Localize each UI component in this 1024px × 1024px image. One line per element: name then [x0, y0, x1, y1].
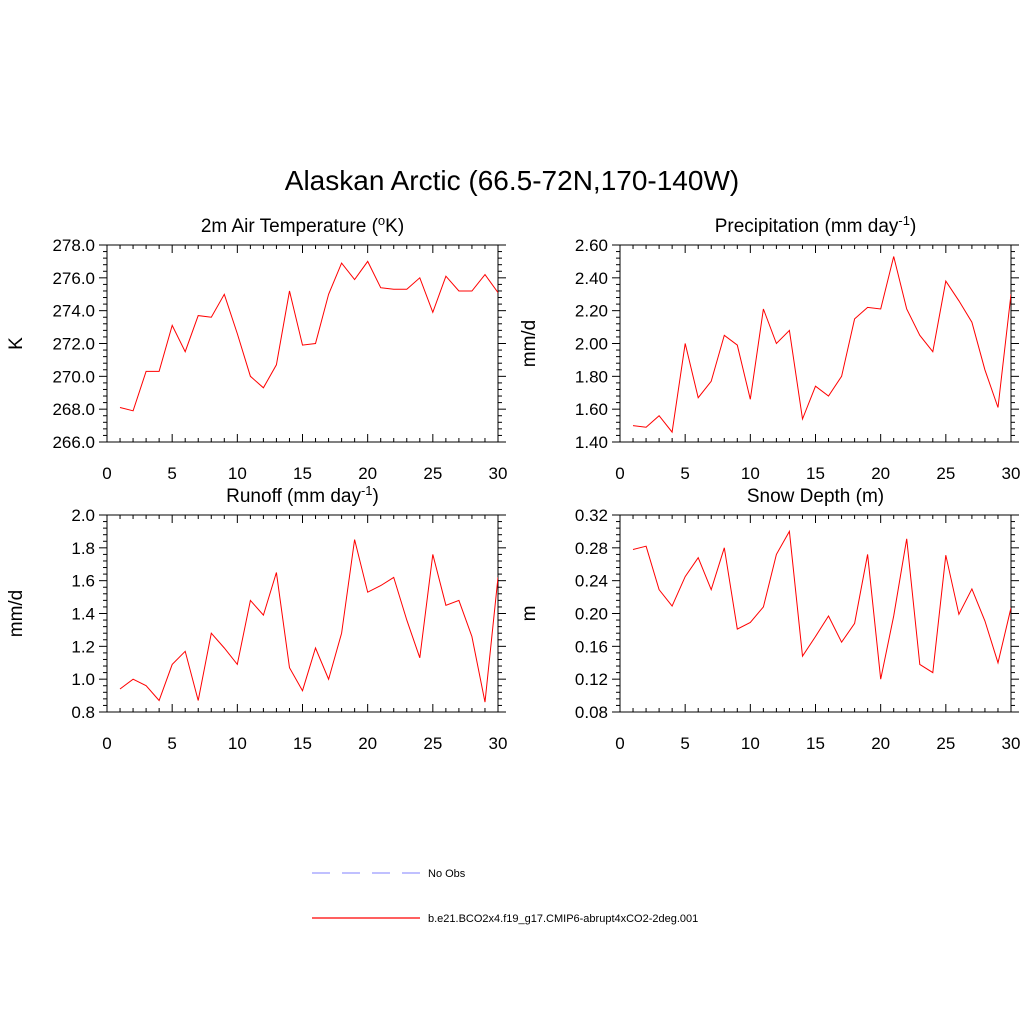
y-axis-label: mm/d: [519, 320, 540, 368]
x-tick-label: 15: [293, 464, 312, 483]
y-tick-label: 270.0: [52, 367, 95, 386]
panel-title-text-end: K): [385, 216, 404, 237]
panel-title-superscript: -1: [898, 213, 910, 228]
series-line-1: [632, 529, 1011, 680]
y-tick-label: 0.20: [575, 605, 608, 624]
y-tick-label: 2.20: [575, 302, 608, 321]
y-tick-label: 1.8: [71, 539, 95, 558]
x-tick-label: 10: [741, 464, 760, 483]
y-tick-label: 2.40: [575, 269, 608, 288]
plot-frame: [619, 514, 1012, 713]
x-tick-label: 30: [1002, 734, 1021, 753]
x-tick-label: 0: [102, 734, 111, 753]
chart-panels: 2m Air Temperature (oK)0 5 10 15 20 25 30266.0…: [6, 213, 1020, 753]
x-tick-label: 20: [358, 464, 377, 483]
y-tick-label: 1.40: [575, 433, 608, 452]
panel-title-text: Runoff (mm day: [226, 486, 361, 507]
x-tick-label: 25: [936, 464, 955, 483]
x-tick-label: 10: [228, 734, 247, 753]
panel-title-text-end: ): [910, 216, 916, 237]
x-tick-label: 25: [423, 464, 442, 483]
y-tick-label: 272.0: [52, 335, 95, 354]
panel-title-text-end: ): [373, 486, 379, 507]
x-tick-label: 5: [680, 734, 689, 753]
y-tick-label: 0.28: [575, 539, 608, 558]
x-tick-label: 30: [1002, 464, 1021, 483]
y-tick-label: 0.12: [575, 670, 608, 689]
y-tick-label: 266.0: [52, 433, 95, 452]
y-axis-label: K: [6, 337, 27, 350]
x-tick-label: 20: [871, 734, 890, 753]
x-tick-label: 0: [615, 734, 624, 753]
chart-panel-4: Snow Depth (m) 0 5 10 15 20 25 30 0.08 0.12 0.16 0.…: [519, 486, 1020, 753]
y-tick-label: 268.0: [52, 400, 95, 419]
chart-panel-3: Runoff (mm day-1) 0 5 10 15 20 25 30 0.8 1.0 1.2 1.…: [6, 483, 507, 753]
y-axis-label: m: [519, 606, 540, 622]
y-tick-label: 0.24: [575, 572, 608, 591]
y-tick-label: 0.32: [575, 506, 608, 525]
panel-title-text: Precipitation (mm day: [715, 216, 899, 237]
x-tick-label: 15: [293, 734, 312, 753]
x-tick-label: 25: [936, 734, 955, 753]
x-tick-label: 15: [806, 734, 825, 753]
legend-model-label: b.e21.BCO2x4.f19_g17.CMIP6-abrupt4xCO2-2…: [428, 913, 698, 925]
x-tick-label: 5: [680, 464, 689, 483]
panel-title-superscript: o: [378, 213, 385, 228]
figure-title: Alaskan Arctic (66.5-72N,170-140W): [285, 165, 739, 196]
x-tick-label: 5: [167, 734, 176, 753]
x-tick-label: 30: [489, 734, 508, 753]
y-tick-label: 2.0: [71, 506, 95, 525]
panel-title: Precipitation (mm day-1): [715, 213, 917, 237]
x-tick-label: 0: [615, 464, 624, 483]
y-tick-label: 1.80: [575, 367, 608, 386]
y-tick-label: 2.60: [575, 236, 608, 255]
panel-title-text: Snow Depth (m): [747, 486, 884, 507]
plot-frame: [619, 244, 1012, 443]
y-tick-label: 0.16: [575, 637, 608, 656]
y-tick-label: 0.08: [575, 703, 608, 722]
panel-title-text: 2m Air Temperature (: [201, 216, 379, 237]
panel-title-superscript: -1: [361, 483, 373, 498]
x-tick-label: 20: [871, 464, 890, 483]
series-line-1: [632, 256, 1011, 434]
y-tick-label: 2.00: [575, 335, 608, 354]
y-tick-label: 276.0: [52, 269, 95, 288]
series-line-1: [119, 260, 498, 412]
panel-title: Runoff (mm day-1): [226, 483, 379, 507]
y-tick-label: 0.8: [71, 703, 95, 722]
y-axis-label: mm/d: [6, 590, 27, 638]
chart-panel-1: 2m Air Temperature (oK) 0 5 10 15 20 25 30 266.0…: [6, 213, 507, 483]
panel-title: 2m Air Temperature (oK): [201, 213, 404, 237]
x-tick-label: 0: [102, 464, 111, 483]
legend-obs-label: No Obs: [428, 868, 466, 880]
x-tick-label: 5: [167, 464, 176, 483]
x-tick-label: 10: [741, 734, 760, 753]
y-tick-label: 1.2: [71, 637, 95, 656]
x-tick-label: 20: [358, 734, 377, 753]
y-tick-label: 1.6: [71, 572, 95, 591]
x-tick-label: 25: [423, 734, 442, 753]
legend: No Obs b.e21.BCO2x4.f19_g17.CMIP6-abrupt…: [312, 868, 698, 925]
y-tick-label: 1.60: [575, 400, 608, 419]
panel-title: Snow Depth (m): [747, 486, 884, 507]
chart-panel-2: Precipitation (mm day-1) 0 5 10 15 20 25 30 1.40…: [519, 213, 1020, 483]
series-line-1: [119, 539, 498, 703]
x-tick-label: 15: [806, 464, 825, 483]
y-tick-label: 278.0: [52, 236, 95, 255]
y-tick-label: 1.4: [71, 605, 95, 624]
y-tick-label: 274.0: [52, 302, 95, 321]
x-tick-label: 30: [489, 464, 508, 483]
y-tick-label: 1.0: [71, 670, 95, 689]
x-tick-label: 10: [228, 464, 247, 483]
